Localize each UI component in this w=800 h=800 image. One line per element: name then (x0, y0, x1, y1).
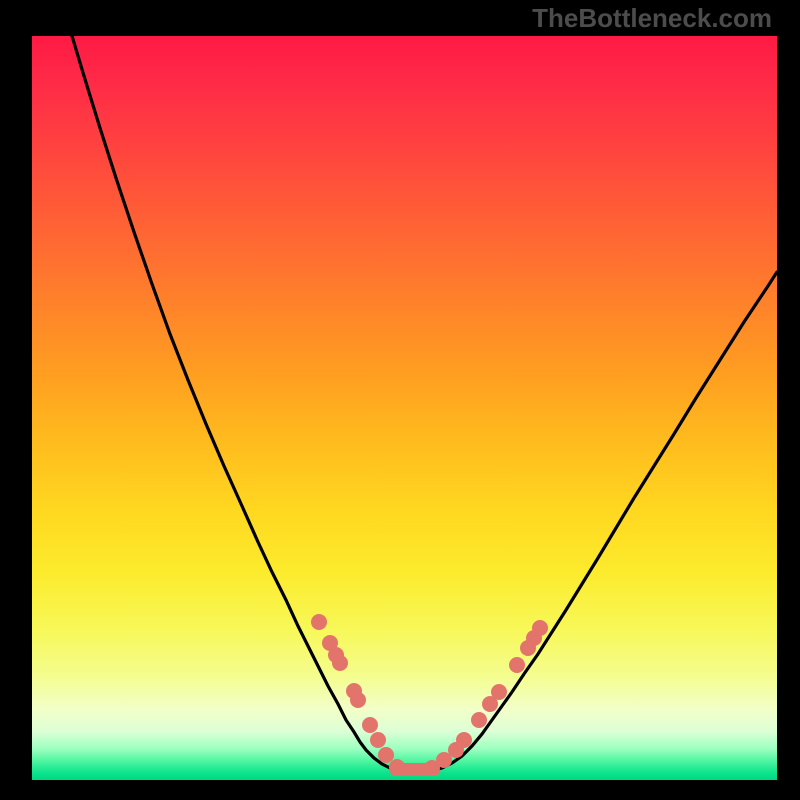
data-marker (311, 614, 327, 630)
data-marker (378, 747, 394, 763)
data-marker (370, 732, 386, 748)
data-marker (491, 684, 507, 700)
chart-root: TheBottleneck.com (0, 0, 800, 800)
data-marker (332, 655, 348, 671)
data-marker (456, 732, 472, 748)
data-marker (532, 620, 548, 636)
data-marker (389, 759, 405, 775)
data-marker (509, 657, 525, 673)
plot-background (32, 36, 777, 780)
attribution-text: TheBottleneck.com (532, 3, 772, 33)
data-marker (350, 692, 366, 708)
data-marker (362, 717, 378, 733)
data-marker (471, 712, 487, 728)
